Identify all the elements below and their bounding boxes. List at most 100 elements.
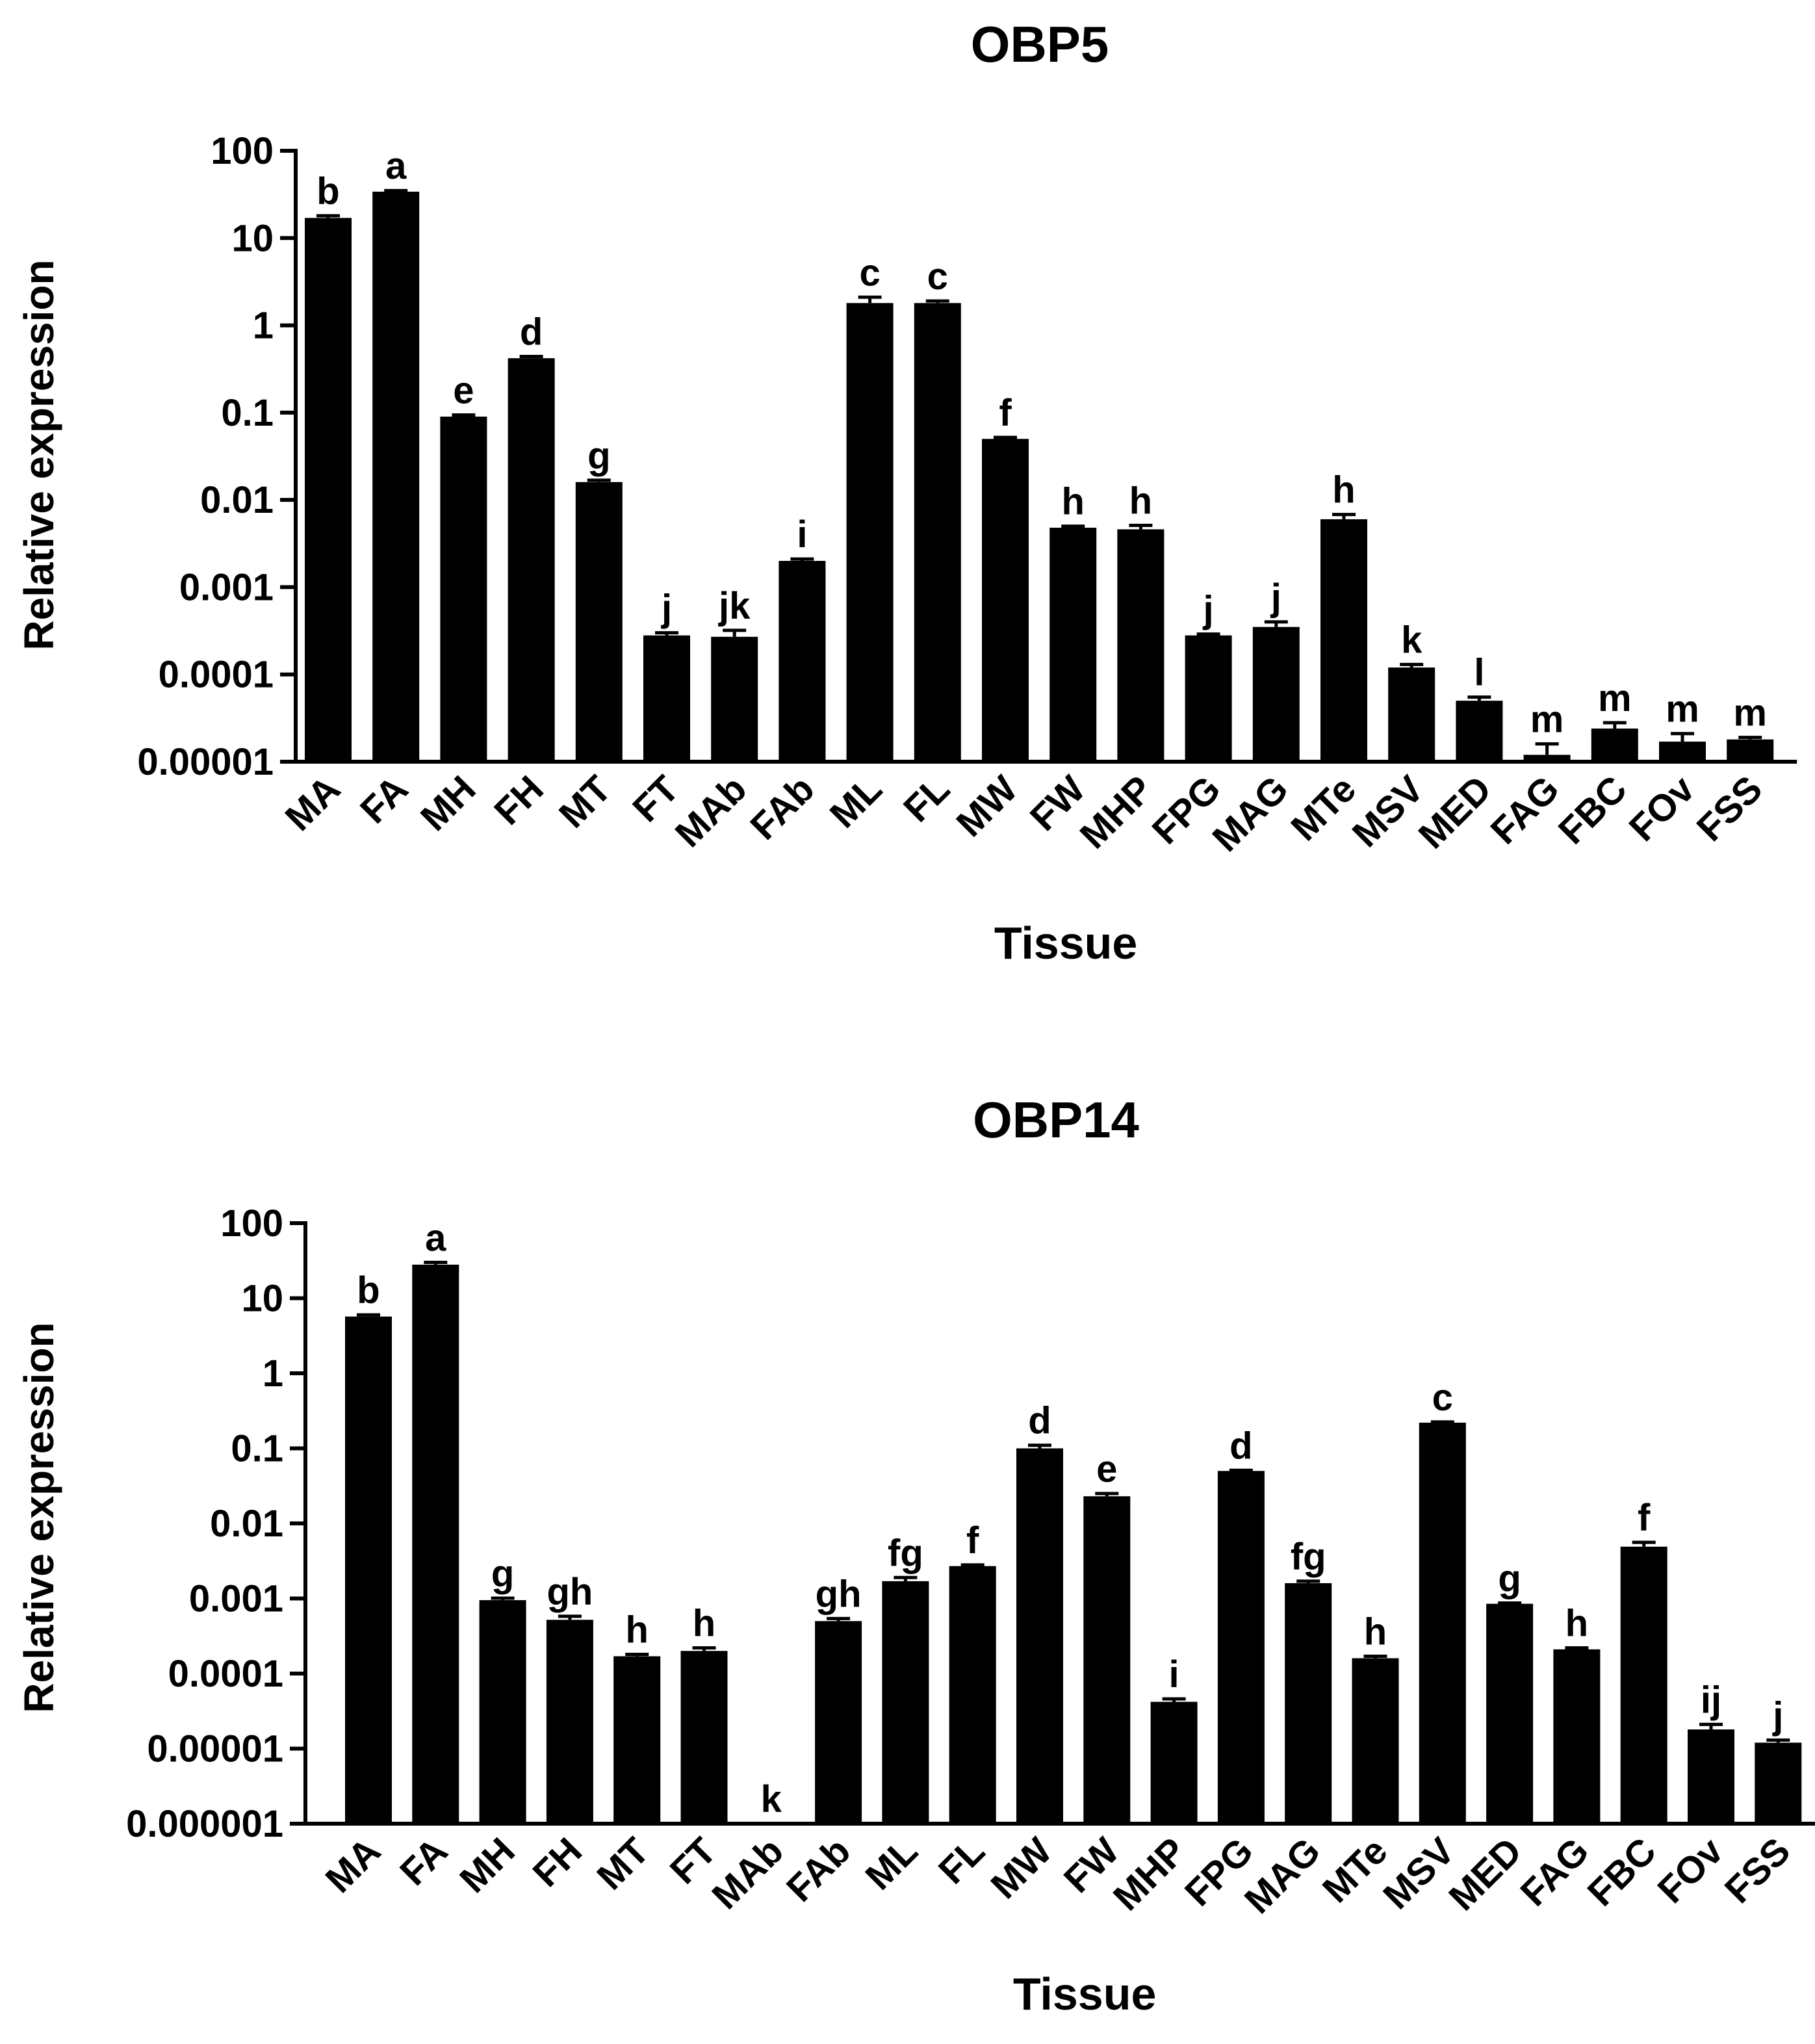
significance-label: b [357, 1269, 380, 1312]
significance-label: b [316, 170, 339, 213]
y-tick-label: 0.001 [189, 1578, 283, 1620]
significance-label: a [385, 145, 407, 187]
significance-label: j [1203, 589, 1214, 631]
y-tick-label: 0.1 [221, 392, 274, 434]
bar-MA [345, 1316, 392, 1824]
significance-label: g [1498, 1557, 1521, 1599]
significance-label: k [1401, 619, 1422, 661]
bar-MED [1486, 1603, 1534, 1824]
bar-FPG [1217, 1471, 1265, 1824]
significance-label: fg [888, 1532, 923, 1574]
significance-label: f [999, 392, 1012, 434]
bar-FH [546, 1620, 593, 1824]
bar-MT [613, 1656, 661, 1824]
significance-label: gh [547, 1571, 593, 1613]
bar-MSV [1388, 667, 1435, 762]
significance-label: h [1565, 1602, 1588, 1644]
bar-FAb [815, 1621, 862, 1824]
y-tick-label: 100 [211, 130, 274, 172]
chart-title: OBP5 [971, 16, 1109, 73]
bar-FOv [1659, 742, 1706, 762]
bar-MAG [1252, 627, 1300, 762]
y-axis-title: Relative expression [16, 1322, 62, 1713]
significance-label: c [859, 252, 880, 294]
bar-FA [372, 191, 420, 762]
significance-label: h [1332, 469, 1355, 511]
bar-MHP [1150, 1701, 1198, 1824]
significance-label: j [1270, 576, 1281, 619]
y-tick-label: 0.00001 [137, 741, 274, 783]
significance-label: c [1432, 1377, 1453, 1419]
bar-FT [643, 635, 690, 762]
bar-FA [412, 1264, 459, 1824]
significance-label: m [1666, 688, 1699, 731]
significance-label: jk [718, 585, 751, 627]
bar-FBC [1591, 728, 1638, 762]
significance-label: f [966, 1520, 979, 1562]
bar-FSS [1727, 739, 1774, 762]
bar-MED [1456, 701, 1503, 762]
significance-label: c [927, 255, 948, 298]
significance-label: m [1733, 692, 1767, 734]
bar-MW [1016, 1448, 1063, 1824]
significance-label: ij [1701, 1679, 1721, 1721]
bar-FT [680, 1651, 728, 1824]
significance-label: h [625, 1609, 648, 1651]
significance-label: f [1638, 1497, 1651, 1539]
significance-label: h [1061, 481, 1084, 523]
y-tick-label: 0.000001 [126, 1803, 283, 1845]
bar-FPG [1185, 635, 1232, 762]
chart-title: OBP14 [973, 1091, 1139, 1148]
bar-MTe [1352, 1658, 1399, 1824]
significance-label: g [587, 435, 610, 477]
bar-ML [846, 303, 894, 762]
bar-MSV [1419, 1422, 1466, 1824]
significance-label: d [520, 311, 543, 353]
bar-MA [305, 218, 352, 762]
bar-FAG [1553, 1649, 1601, 1824]
y-tick-label: 10 [241, 1278, 283, 1320]
bar-FW [1083, 1496, 1131, 1824]
bar-MAG [1285, 1583, 1332, 1824]
significance-label: j [1772, 1694, 1783, 1737]
bar-FAb [779, 561, 826, 762]
bar-FAG [1523, 755, 1571, 762]
significance-label: d [1028, 1400, 1051, 1442]
y-tick-label: 0.001 [179, 566, 274, 608]
significance-label: a [425, 1217, 446, 1259]
significance-label: d [1229, 1425, 1252, 1467]
bar-FL [914, 303, 961, 762]
bar-FOv [1688, 1729, 1734, 1824]
bar-FW [1049, 527, 1097, 762]
bar-FBC [1620, 1546, 1667, 1824]
bar-MHP [1117, 529, 1165, 762]
bar-FL [949, 1566, 996, 1824]
y-tick-label: 0.1 [231, 1428, 283, 1470]
bar-ML [882, 1581, 929, 1824]
bar-MTe [1320, 519, 1367, 762]
y-axis-title: Relative expression [16, 259, 62, 650]
significance-label: m [1598, 677, 1632, 719]
significance-label: h [1129, 480, 1152, 522]
bar-MT [575, 482, 623, 762]
significance-label: e [1096, 1448, 1117, 1490]
y-tick-label: 1 [253, 305, 274, 347]
bar-MAb [711, 636, 758, 762]
x-axis-title: Tissue [1013, 1969, 1157, 2019]
significance-label: h [1364, 1611, 1387, 1653]
significance-label: gh [816, 1573, 862, 1615]
y-tick-label: 0.0001 [168, 1653, 283, 1695]
significance-label: i [1169, 1653, 1179, 1696]
y-tick-label: 100 [220, 1202, 283, 1245]
bar-FH [508, 358, 555, 762]
y-tick-label: 1 [263, 1352, 283, 1395]
y-tick-label: 0.0001 [159, 654, 274, 696]
x-axis-title: Tissue [994, 918, 1138, 968]
bar-FSS [1755, 1742, 1802, 1824]
significance-label: h [693, 1602, 715, 1644]
significance-label: m [1530, 699, 1564, 741]
significance-label: fg [1291, 1536, 1326, 1578]
bar-MW [982, 439, 1029, 762]
significance-label: e [453, 369, 474, 411]
